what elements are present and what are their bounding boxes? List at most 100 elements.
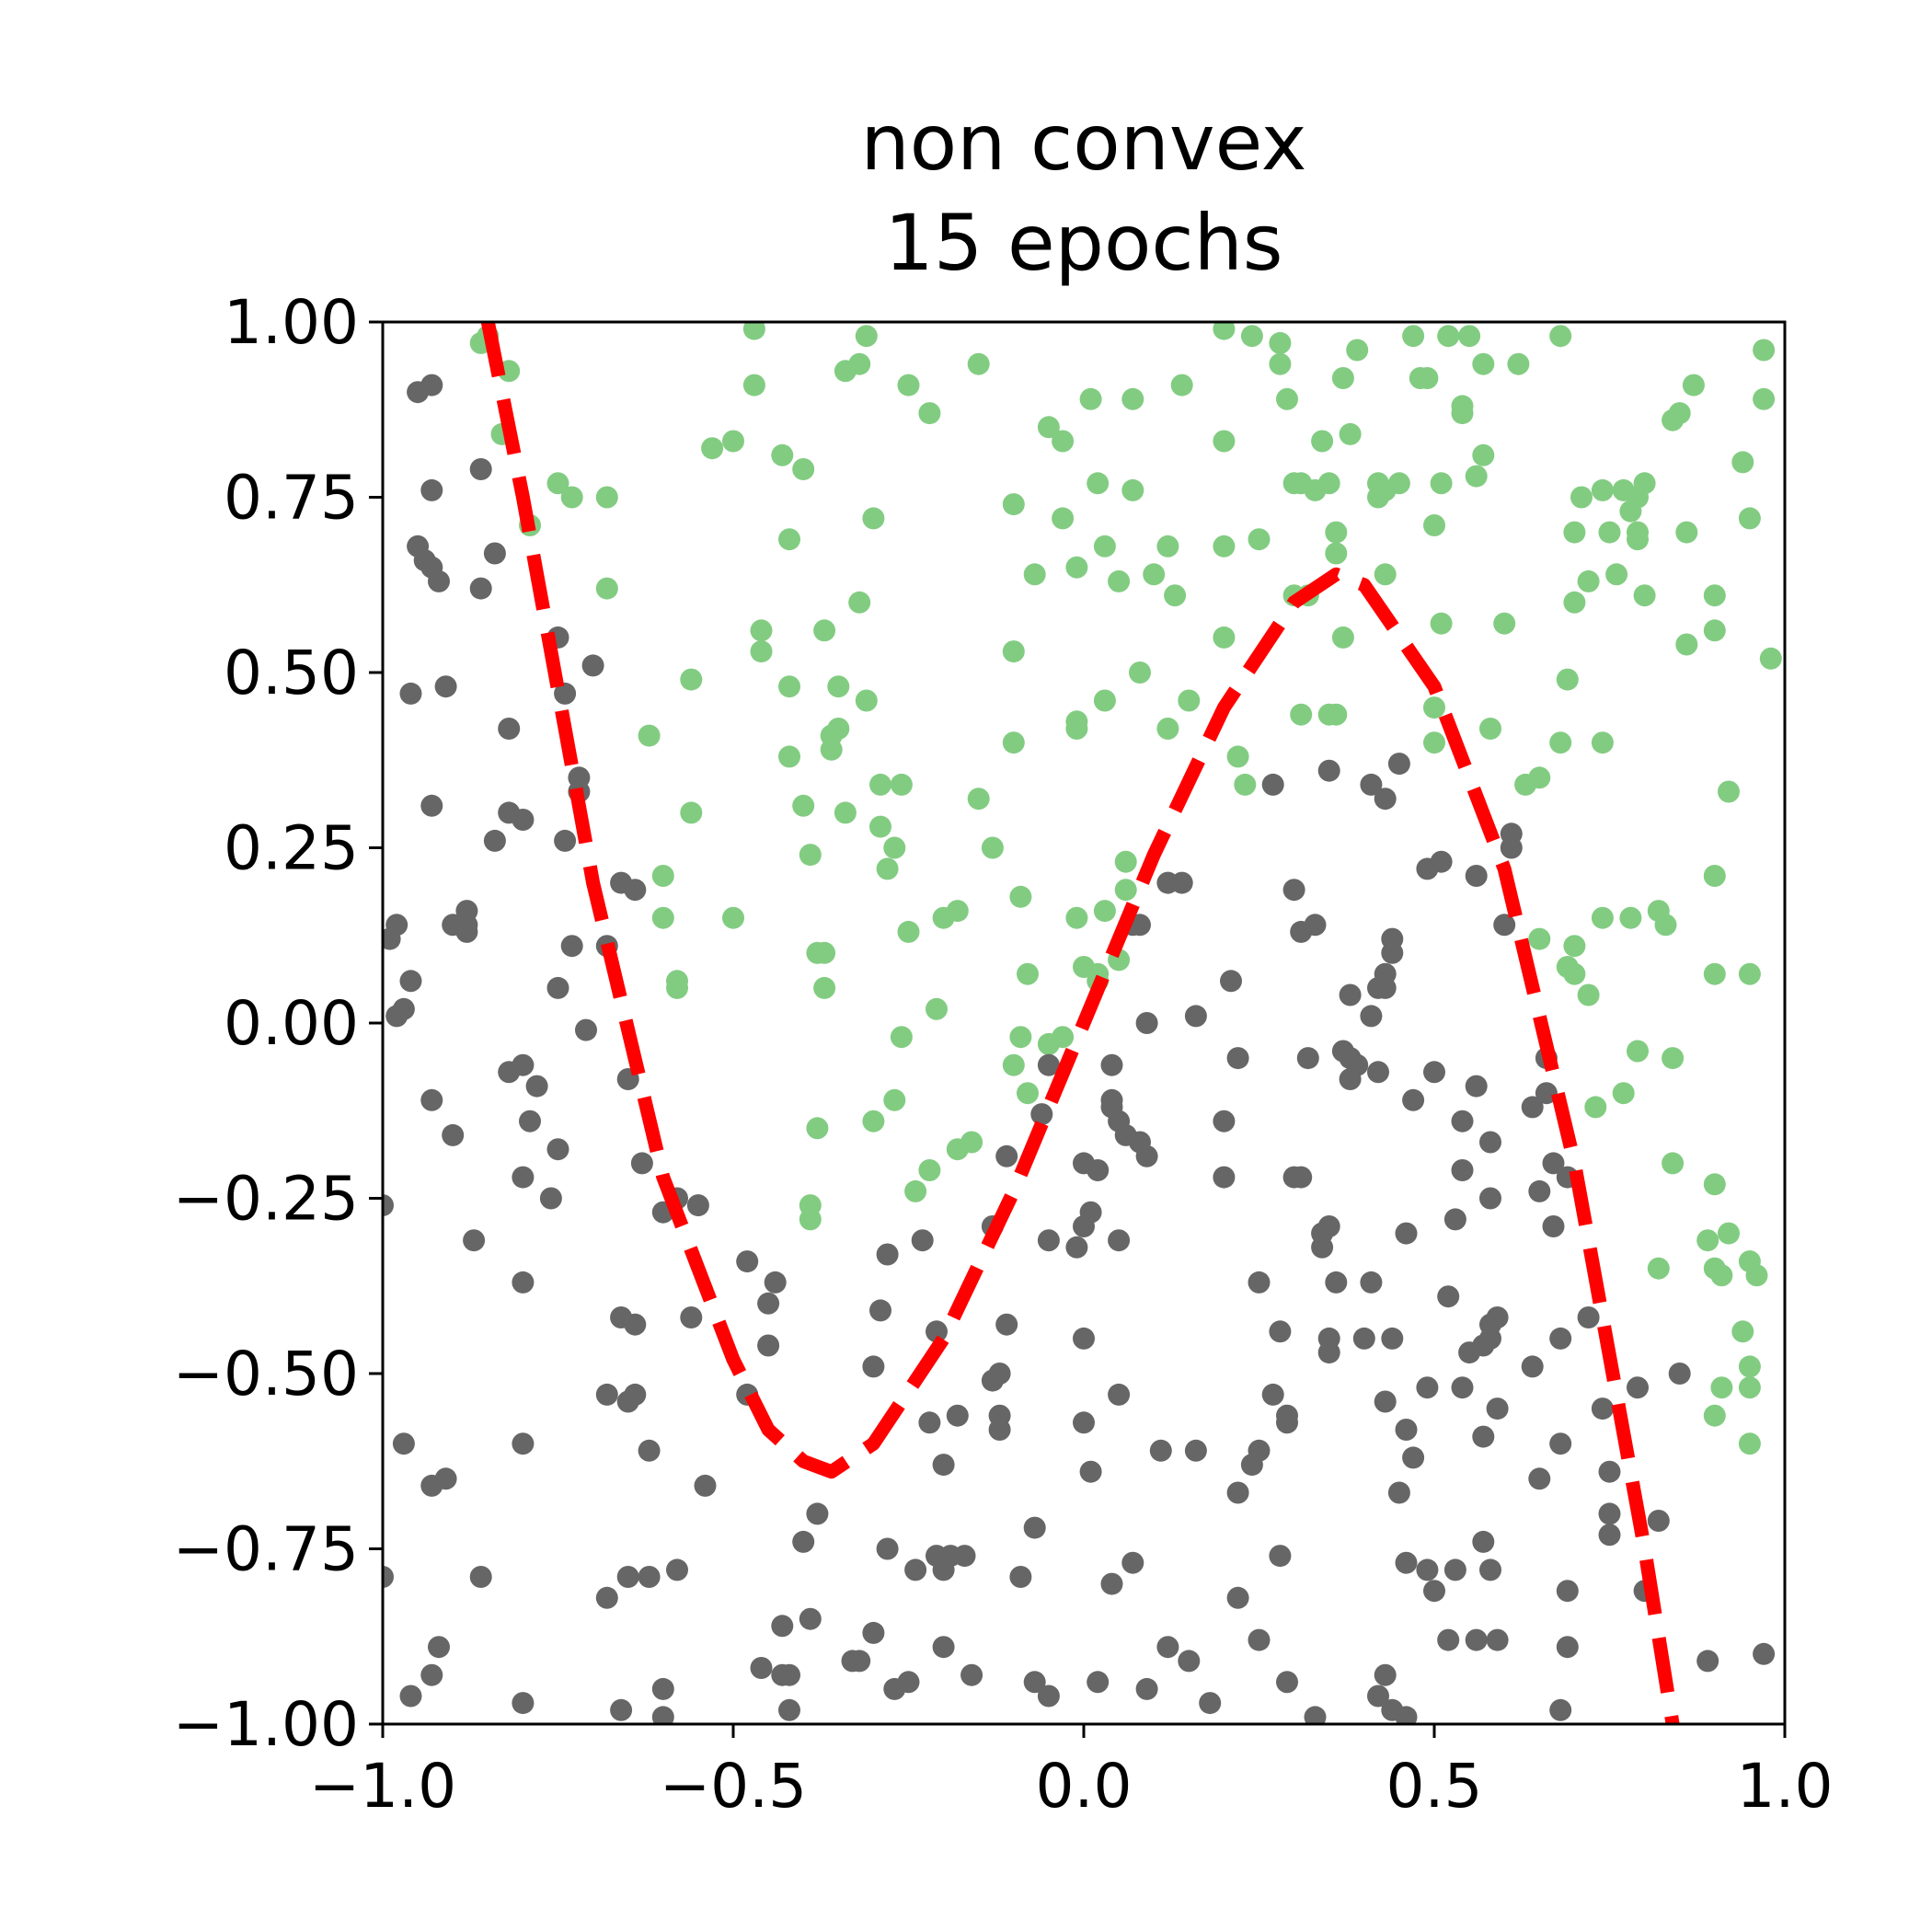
point-class-above <box>1178 689 1201 712</box>
point-class-above <box>862 507 885 530</box>
point-class-above <box>1213 322 1236 340</box>
point-class-above <box>848 352 871 375</box>
point-class-above <box>1627 1040 1649 1063</box>
point-class-above <box>1276 387 1298 410</box>
point-class-below <box>932 1636 955 1659</box>
point-class-above <box>750 619 773 642</box>
point-class-below <box>1451 1376 1474 1399</box>
point-class-below <box>1381 941 1404 964</box>
point-class-above <box>1577 983 1600 1006</box>
point-class-below <box>539 1187 562 1210</box>
point-class-above <box>848 591 871 614</box>
point-class-above <box>813 976 836 999</box>
point-class-above <box>1563 521 1586 544</box>
point-class-below <box>995 1313 1018 1336</box>
point-class-below <box>1395 1551 1418 1574</box>
point-class-above <box>1002 640 1025 663</box>
point-class-above <box>1718 780 1740 803</box>
point-class-above <box>1753 339 1776 362</box>
point-class-above <box>1738 507 1761 530</box>
point-class-below <box>806 1502 829 1525</box>
point-class-above <box>1591 478 1614 501</box>
point-class-below <box>651 1677 674 1700</box>
point-class-above <box>1170 374 1193 397</box>
point-class-above <box>1479 718 1501 740</box>
point-class-below <box>1542 1152 1565 1175</box>
point-class-below <box>1430 850 1453 873</box>
point-class-below <box>512 1692 535 1715</box>
point-class-below <box>686 1194 709 1217</box>
point-class-below <box>1465 1628 1488 1651</box>
point-class-above <box>1226 745 1249 768</box>
point-class-above <box>1718 1222 1740 1245</box>
point-class-below <box>862 1621 885 1644</box>
point-class-above <box>1696 1229 1719 1252</box>
point-class-above <box>1213 430 1236 453</box>
point-class-below <box>483 829 506 852</box>
point-class-below <box>1500 836 1523 859</box>
point-class-below <box>638 1566 661 1588</box>
point-class-above <box>1402 325 1425 348</box>
point-class-below <box>694 1474 717 1497</box>
point-class-above <box>1738 962 1761 985</box>
point-class-below <box>1178 1650 1201 1673</box>
point-class-above <box>1570 486 1593 509</box>
point-class-below <box>1199 1692 1222 1715</box>
point-class-below <box>469 1566 492 1588</box>
point-class-above <box>1584 1096 1607 1119</box>
point-class-below <box>1135 1012 1158 1034</box>
point-class-above <box>1331 367 1354 389</box>
point-class-below <box>1073 1411 1095 1434</box>
point-class-above <box>799 1208 822 1231</box>
point-class-above <box>1143 563 1166 586</box>
point-class-below <box>610 1698 633 1721</box>
point-class-below <box>1220 970 1242 993</box>
point-class-below <box>428 1636 450 1659</box>
point-class-below <box>1108 1383 1131 1406</box>
point-class-below <box>1437 1628 1460 1651</box>
point-class-below <box>1226 1586 1249 1609</box>
point-class-above <box>792 458 815 480</box>
point-class-above <box>1465 465 1488 488</box>
point-class-below <box>953 1545 976 1568</box>
point-class-below <box>483 542 506 565</box>
point-class-above <box>651 865 674 887</box>
y-tick-label: −0.50 <box>173 1339 359 1409</box>
point-class-above <box>1052 430 1075 453</box>
point-class-above <box>1612 1082 1635 1105</box>
point-class-above <box>1738 1432 1761 1455</box>
point-class-above <box>1668 402 1691 425</box>
point-class-above <box>1682 374 1705 397</box>
point-class-below <box>385 914 408 937</box>
point-class-below <box>1170 871 1193 894</box>
point-class-above <box>1240 325 1263 348</box>
point-class-above <box>1472 352 1495 375</box>
point-class-below <box>1374 976 1397 999</box>
point-class-above <box>792 794 815 817</box>
x-axis: −1.0 −0.5 0.0 0.5 1.0 <box>309 1724 1833 1822</box>
point-class-below <box>1395 1706 1418 1724</box>
point-class-above <box>1065 556 1088 579</box>
point-class-above <box>1563 591 1586 614</box>
point-class-below <box>1472 1530 1495 1553</box>
point-class-below <box>1269 1545 1292 1568</box>
point-class-below <box>988 1419 1011 1441</box>
point-class-below <box>1073 1327 1095 1350</box>
point-class-below <box>1261 1383 1284 1406</box>
point-class-below <box>512 1053 535 1076</box>
point-class-below <box>1549 1432 1572 1455</box>
point-class-below <box>1374 788 1397 811</box>
point-class-above <box>1549 731 1572 754</box>
point-class-above <box>722 906 744 929</box>
point-class-below <box>1226 1481 1249 1504</box>
y-tick-label: 0.00 <box>224 988 359 1059</box>
point-class-below <box>1549 1698 1572 1721</box>
point-class-above <box>750 640 773 663</box>
point-class-below <box>1248 1439 1271 1462</box>
point-class-above <box>651 906 674 929</box>
point-class-below <box>1325 1271 1348 1294</box>
point-class-below <box>525 1075 548 1098</box>
x-tick-label: 0.0 <box>1036 1751 1133 1822</box>
point-class-above <box>666 970 688 993</box>
point-class-below <box>841 1650 864 1673</box>
